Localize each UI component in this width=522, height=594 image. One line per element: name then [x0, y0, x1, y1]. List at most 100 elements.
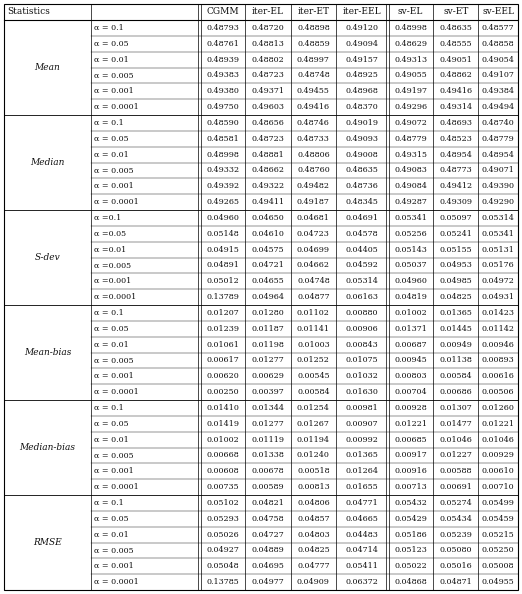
Text: 0.04889: 0.04889	[252, 546, 284, 554]
Text: 0.04891: 0.04891	[207, 261, 240, 270]
Text: 0.01280: 0.01280	[252, 309, 284, 317]
Text: 0.13789: 0.13789	[207, 293, 240, 301]
Text: 0.04953: 0.04953	[440, 261, 472, 270]
Text: 0.48748: 0.48748	[297, 71, 330, 80]
Text: 0.04665: 0.04665	[346, 515, 378, 523]
Text: 0.48859: 0.48859	[297, 40, 330, 48]
Text: 0.49054: 0.49054	[482, 56, 515, 64]
Text: 0.05131: 0.05131	[482, 245, 515, 254]
Text: 0.48656: 0.48656	[252, 119, 284, 127]
Text: 0.48523: 0.48523	[440, 135, 472, 143]
Text: 0.00250: 0.00250	[207, 388, 240, 396]
Text: 0.05250: 0.05250	[482, 546, 515, 554]
Text: 0.49371: 0.49371	[252, 87, 284, 95]
Text: 0.48773: 0.48773	[440, 166, 472, 175]
Text: α = 0.1: α = 0.1	[94, 24, 124, 32]
Text: α = 0.0001: α = 0.0001	[94, 578, 139, 586]
Text: 0.49412: 0.49412	[439, 182, 472, 190]
Text: 0.00686: 0.00686	[440, 388, 472, 396]
Text: 0.48577: 0.48577	[482, 24, 515, 32]
Text: 0.01102: 0.01102	[297, 309, 330, 317]
Text: 0.00691: 0.00691	[440, 483, 472, 491]
Text: 0.48881: 0.48881	[252, 151, 284, 159]
Text: iter-EEL: iter-EEL	[342, 8, 381, 17]
Text: 0.04877: 0.04877	[297, 293, 330, 301]
Text: 0.49157: 0.49157	[346, 56, 378, 64]
Text: sv-EL: sv-EL	[398, 8, 423, 17]
Text: α = 0.001: α = 0.001	[94, 87, 134, 95]
Text: 0.05432: 0.05432	[395, 499, 428, 507]
Text: 0.04723: 0.04723	[297, 230, 330, 238]
Text: 0.01630: 0.01630	[346, 388, 378, 396]
Text: 0.49265: 0.49265	[207, 198, 240, 206]
Text: 0.48779: 0.48779	[395, 135, 428, 143]
Text: 0.01252: 0.01252	[297, 356, 330, 364]
Text: 0.00668: 0.00668	[207, 451, 240, 459]
Text: 0.05080: 0.05080	[440, 546, 472, 554]
Text: 0.01419: 0.01419	[207, 420, 240, 428]
Text: 0.04655: 0.04655	[252, 277, 284, 285]
Text: 0.49392: 0.49392	[207, 182, 240, 190]
Text: 0.49455: 0.49455	[297, 87, 330, 95]
Text: 0.00545: 0.00545	[297, 372, 330, 380]
Text: 0.49322: 0.49322	[252, 182, 284, 190]
Text: 0.49313: 0.49313	[395, 56, 428, 64]
Text: 0.00713: 0.00713	[395, 483, 428, 491]
Text: 0.01277: 0.01277	[252, 420, 284, 428]
Text: α = 0.05: α = 0.05	[94, 40, 128, 48]
Text: 0.00584: 0.00584	[440, 372, 472, 380]
Text: 0.49416: 0.49416	[439, 87, 472, 95]
Text: 0.00949: 0.00949	[440, 340, 472, 349]
Text: α = 0.005: α = 0.005	[94, 71, 134, 80]
Text: 0.00946: 0.00946	[482, 340, 515, 349]
Text: 0.48779: 0.48779	[482, 135, 515, 143]
Text: 0.06163: 0.06163	[346, 293, 378, 301]
Text: 0.48760: 0.48760	[297, 166, 330, 175]
Text: 0.04927: 0.04927	[207, 546, 240, 554]
Text: 0.48345: 0.48345	[346, 198, 378, 206]
Text: 0.00917: 0.00917	[395, 451, 428, 459]
Text: 0.05037: 0.05037	[395, 261, 428, 270]
Text: 0.00518: 0.00518	[297, 467, 330, 475]
Text: 0.01307: 0.01307	[440, 404, 472, 412]
Text: 0.01002: 0.01002	[395, 309, 428, 317]
Text: 0.01477: 0.01477	[440, 420, 472, 428]
Text: 0.01003: 0.01003	[297, 340, 330, 349]
Text: iter-ET: iter-ET	[298, 8, 329, 17]
Text: 0.01061: 0.01061	[207, 340, 240, 349]
Text: 0.04931: 0.04931	[482, 293, 515, 301]
Text: 0.48968: 0.48968	[346, 87, 378, 95]
Text: 0.05215: 0.05215	[482, 530, 515, 539]
Text: 0.00803: 0.00803	[395, 372, 428, 380]
Text: α = 0.005: α = 0.005	[94, 166, 134, 175]
Text: 0.48813: 0.48813	[252, 40, 284, 48]
Text: α = 0.005: α = 0.005	[94, 546, 134, 554]
Text: 0.48793: 0.48793	[207, 24, 240, 32]
Text: 0.05239: 0.05239	[440, 530, 472, 539]
Text: 0.01264: 0.01264	[346, 467, 378, 475]
Text: 0.01240: 0.01240	[297, 451, 330, 459]
Text: 0.01221: 0.01221	[395, 420, 428, 428]
Text: 0.48370: 0.48370	[346, 103, 378, 111]
Text: 0.49750: 0.49750	[207, 103, 240, 111]
Text: 0.01277: 0.01277	[252, 356, 284, 364]
Text: 0.01046: 0.01046	[440, 435, 472, 444]
Text: 0.48802: 0.48802	[252, 56, 284, 64]
Text: α = 0.05: α = 0.05	[94, 135, 128, 143]
Text: 0.04868: 0.04868	[395, 578, 428, 586]
Text: 0.49494: 0.49494	[482, 103, 515, 111]
Text: 0.05012: 0.05012	[207, 277, 240, 285]
Text: 0.04819: 0.04819	[395, 293, 428, 301]
Text: 0.05097: 0.05097	[440, 214, 472, 222]
Text: 0.01032: 0.01032	[346, 372, 378, 380]
Text: 0.00589: 0.00589	[252, 483, 284, 491]
Text: 0.04575: 0.04575	[252, 245, 284, 254]
Text: 0.00687: 0.00687	[395, 340, 428, 349]
Text: 0.05241: 0.05241	[440, 230, 472, 238]
Text: 0.04662: 0.04662	[297, 261, 330, 270]
Text: 0.49411: 0.49411	[252, 198, 284, 206]
Text: 0.04825: 0.04825	[297, 546, 330, 554]
Text: 0.00813: 0.00813	[297, 483, 330, 491]
Text: 0.49383: 0.49383	[207, 71, 240, 80]
Text: Mean-bias: Mean-bias	[24, 348, 71, 357]
